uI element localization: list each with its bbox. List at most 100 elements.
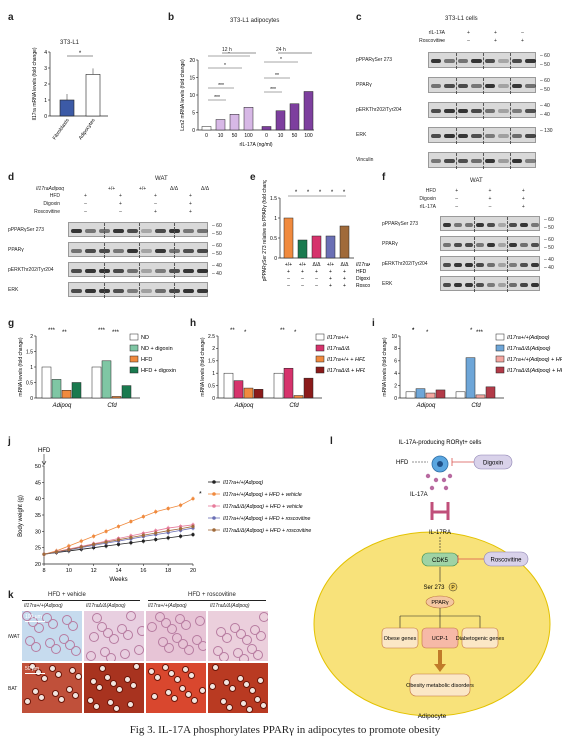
panel-g-legend-swatch bbox=[129, 344, 139, 352]
panel-f-cond-value: + bbox=[455, 188, 459, 194]
panel-k-cell bbox=[45, 638, 55, 648]
panel-c-band bbox=[471, 109, 482, 113]
panel-d-lane-divider bbox=[174, 243, 175, 258]
panel-c-cond-value: + bbox=[494, 38, 497, 44]
panel-j-x-label: Weeks bbox=[109, 577, 127, 583]
panel-c-band bbox=[484, 84, 495, 88]
panel-j-x-tick-label: 20 bbox=[190, 568, 196, 574]
panel-d-cond-value: – bbox=[154, 201, 157, 207]
panel-k-cell bbox=[106, 653, 116, 661]
panel-k-cell bbox=[242, 635, 252, 645]
panel-d-blot-row bbox=[68, 262, 208, 278]
panel-c-blot-row bbox=[428, 152, 536, 169]
panel-f-lane-divider bbox=[507, 237, 508, 252]
panel-c-band bbox=[498, 134, 509, 138]
panel-f-blot-row bbox=[440, 216, 540, 232]
panel-k-histology-image bbox=[146, 663, 206, 713]
panel-k-cell bbox=[216, 627, 226, 637]
panel-i-y-tick-label: 10 bbox=[391, 334, 397, 340]
panel-k-cell bbox=[240, 700, 247, 707]
il17a-molecule bbox=[441, 477, 447, 483]
panel-j-point bbox=[104, 540, 108, 544]
panel-b-sig: *** bbox=[214, 95, 220, 101]
panel-i-y-tick-label: 8 bbox=[394, 346, 397, 352]
panel-j-hfd-label: HFD bbox=[38, 448, 51, 454]
panel-f-band bbox=[442, 222, 451, 227]
panel-e-x-row-label: Digoxin bbox=[356, 276, 370, 282]
ppar-target-arrows bbox=[399, 608, 481, 628]
panel-k-scale-label-1: 100 μm bbox=[25, 614, 42, 620]
panel-k-cell bbox=[32, 688, 39, 695]
panel-e-bar bbox=[283, 217, 294, 259]
panel-k-letter: k bbox=[8, 590, 14, 601]
panel-b-sig: * bbox=[228, 52, 230, 57]
panel-e-bar bbox=[311, 235, 322, 259]
panel-k-col-label: Il17raΔ/Δ(Adipoq) bbox=[86, 603, 126, 609]
panel-i-legend-swatch bbox=[495, 355, 505, 363]
panel-f-row-label: pPPARγSer 273 bbox=[382, 220, 419, 227]
panel-c-band bbox=[471, 134, 482, 138]
panel-e-sig: * bbox=[307, 190, 310, 196]
panel-e-y-tick-label: 0.5 bbox=[270, 236, 277, 242]
panel-f-band bbox=[520, 282, 529, 287]
panel-j-y-tick-label: 25 bbox=[35, 546, 41, 552]
panel-k-cell bbox=[250, 625, 260, 635]
panel-d-band bbox=[196, 248, 208, 253]
panel-c-lane-divider bbox=[510, 128, 511, 144]
panel-k-cell bbox=[223, 679, 230, 686]
panel-j-hfd-arrowhead bbox=[41, 460, 47, 466]
panel-k-cell bbox=[230, 623, 240, 633]
panel-k-histology-image bbox=[146, 611, 206, 661]
panel-j-point bbox=[129, 535, 133, 540]
panel-j-point bbox=[116, 538, 121, 542]
panel-h-y-tick-label: 0 bbox=[212, 396, 215, 402]
panel-b-bar bbox=[275, 110, 286, 131]
panel-f-lane-divider bbox=[474, 257, 475, 272]
panel-a-y-tick-label: 4 bbox=[44, 50, 47, 56]
panel-h-sig: * bbox=[294, 330, 297, 336]
panel-d-band bbox=[70, 268, 82, 273]
panel-c-blot-row bbox=[428, 52, 536, 69]
panel-j-legend-marker bbox=[212, 516, 216, 520]
panel-f-band bbox=[464, 242, 473, 247]
panel-k-col-label: Il17raΔ/Δ(Adipoq) bbox=[210, 603, 250, 609]
panel-i-bar bbox=[455, 391, 466, 399]
panel-f-lane-divider bbox=[507, 257, 508, 272]
panel-d-lane-divider bbox=[174, 223, 175, 238]
panel-f-mw-marker: – 60 bbox=[544, 237, 554, 243]
outcome-arrowhead bbox=[434, 664, 446, 672]
panel-d-band bbox=[112, 248, 124, 253]
panel-k-cell bbox=[164, 643, 174, 653]
panel-h-legend-label: Il17ra+/+ bbox=[327, 335, 349, 341]
panel-g-sig: *** bbox=[48, 328, 56, 334]
panel-k-cell bbox=[178, 639, 188, 649]
panel-f-band bbox=[464, 222, 473, 227]
panel-c-band bbox=[457, 134, 468, 138]
panel-f-band bbox=[453, 282, 462, 287]
panel-b-x-tick: 100 bbox=[304, 133, 313, 139]
panel-d-band bbox=[182, 248, 194, 253]
panel-k-cell bbox=[185, 691, 192, 698]
panel-j-y-tick-label: 20 bbox=[35, 562, 41, 568]
panel-j-point bbox=[129, 541, 133, 545]
panel-j-x-tick-label: 18 bbox=[165, 568, 171, 574]
panel-c-band bbox=[457, 109, 468, 113]
panel-j-point bbox=[104, 529, 108, 533]
panel-k-cell bbox=[259, 612, 268, 622]
panel-f-band bbox=[486, 242, 496, 247]
panel-d-band bbox=[84, 248, 96, 253]
panel-k-cell bbox=[247, 644, 257, 654]
panel-e-x-value: + bbox=[343, 269, 346, 275]
panel-b-y-tick-label: 0 bbox=[192, 128, 195, 134]
panel-g-sig: *** bbox=[112, 330, 120, 336]
panel-c-band bbox=[444, 134, 455, 138]
panel-i-y-tick-label: 0 bbox=[394, 396, 397, 402]
panel-j-point bbox=[166, 529, 170, 533]
panel-j-point bbox=[166, 526, 170, 530]
panel-c-row-label: ERK bbox=[356, 132, 367, 138]
panel-c-lane-divider bbox=[483, 78, 484, 94]
panel-k-cell bbox=[104, 674, 111, 681]
panel-f-band bbox=[464, 282, 473, 287]
